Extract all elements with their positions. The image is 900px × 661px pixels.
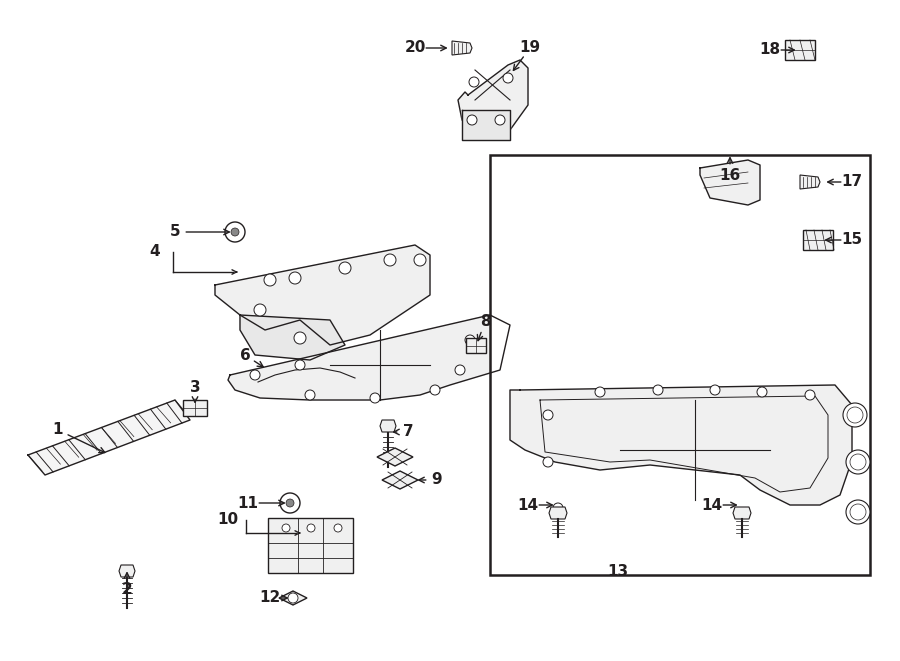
Polygon shape xyxy=(279,591,307,605)
Circle shape xyxy=(334,524,342,532)
Text: 13: 13 xyxy=(608,564,628,580)
Text: 7: 7 xyxy=(402,424,413,440)
Polygon shape xyxy=(700,160,760,205)
Polygon shape xyxy=(458,60,528,135)
Text: 16: 16 xyxy=(719,167,741,182)
Polygon shape xyxy=(462,110,510,140)
Text: 14: 14 xyxy=(701,498,723,512)
Circle shape xyxy=(225,222,245,242)
Text: 18: 18 xyxy=(760,42,780,58)
Text: 2: 2 xyxy=(122,582,132,598)
Text: 3: 3 xyxy=(190,381,201,395)
Circle shape xyxy=(305,390,315,400)
Circle shape xyxy=(455,365,465,375)
Circle shape xyxy=(843,403,867,427)
Bar xyxy=(803,230,833,250)
Polygon shape xyxy=(510,385,852,505)
Circle shape xyxy=(339,262,351,274)
Circle shape xyxy=(282,524,290,532)
Circle shape xyxy=(653,385,663,395)
Circle shape xyxy=(295,360,305,370)
Circle shape xyxy=(286,499,294,507)
Circle shape xyxy=(710,385,720,395)
Text: 4: 4 xyxy=(149,245,160,260)
Circle shape xyxy=(370,393,380,403)
Circle shape xyxy=(846,500,870,524)
Circle shape xyxy=(467,115,477,125)
Circle shape xyxy=(850,454,866,470)
Circle shape xyxy=(847,407,863,423)
Bar xyxy=(466,338,486,353)
Text: 1: 1 xyxy=(53,422,63,438)
Circle shape xyxy=(495,115,505,125)
Polygon shape xyxy=(119,565,135,577)
Circle shape xyxy=(289,272,301,284)
Polygon shape xyxy=(228,315,510,400)
Polygon shape xyxy=(380,420,396,432)
Circle shape xyxy=(805,390,815,400)
Circle shape xyxy=(543,457,553,467)
Polygon shape xyxy=(240,315,345,360)
Polygon shape xyxy=(733,507,751,519)
Polygon shape xyxy=(377,448,413,466)
Circle shape xyxy=(294,332,306,344)
Circle shape xyxy=(503,73,513,83)
Circle shape xyxy=(250,370,260,380)
Text: 20: 20 xyxy=(404,40,426,56)
Circle shape xyxy=(465,335,475,345)
Text: 9: 9 xyxy=(432,473,442,488)
Circle shape xyxy=(850,504,866,520)
Polygon shape xyxy=(452,41,472,55)
Text: 14: 14 xyxy=(518,498,538,512)
Text: 17: 17 xyxy=(842,175,862,190)
Polygon shape xyxy=(215,245,430,345)
Text: 19: 19 xyxy=(519,40,541,56)
Text: 10: 10 xyxy=(218,512,238,527)
Circle shape xyxy=(543,410,553,420)
Polygon shape xyxy=(28,400,190,475)
Text: 12: 12 xyxy=(259,590,281,605)
Circle shape xyxy=(553,503,563,513)
Polygon shape xyxy=(800,175,820,189)
Circle shape xyxy=(384,254,396,266)
Circle shape xyxy=(264,274,276,286)
Text: 11: 11 xyxy=(238,496,258,510)
Text: 5: 5 xyxy=(170,225,180,239)
Circle shape xyxy=(430,385,440,395)
Circle shape xyxy=(595,387,605,397)
Bar xyxy=(490,155,870,575)
Polygon shape xyxy=(382,471,418,489)
Bar xyxy=(785,40,815,60)
Text: 15: 15 xyxy=(842,233,862,247)
Circle shape xyxy=(288,593,298,603)
Text: 6: 6 xyxy=(239,348,250,362)
Circle shape xyxy=(254,304,266,316)
Bar xyxy=(268,518,353,573)
Bar xyxy=(183,400,207,416)
Circle shape xyxy=(846,450,870,474)
Circle shape xyxy=(414,254,426,266)
Text: 8: 8 xyxy=(480,315,491,329)
Circle shape xyxy=(280,493,300,513)
Circle shape xyxy=(307,524,315,532)
Polygon shape xyxy=(549,507,567,519)
Circle shape xyxy=(469,77,479,87)
Circle shape xyxy=(757,387,767,397)
Circle shape xyxy=(231,228,239,236)
